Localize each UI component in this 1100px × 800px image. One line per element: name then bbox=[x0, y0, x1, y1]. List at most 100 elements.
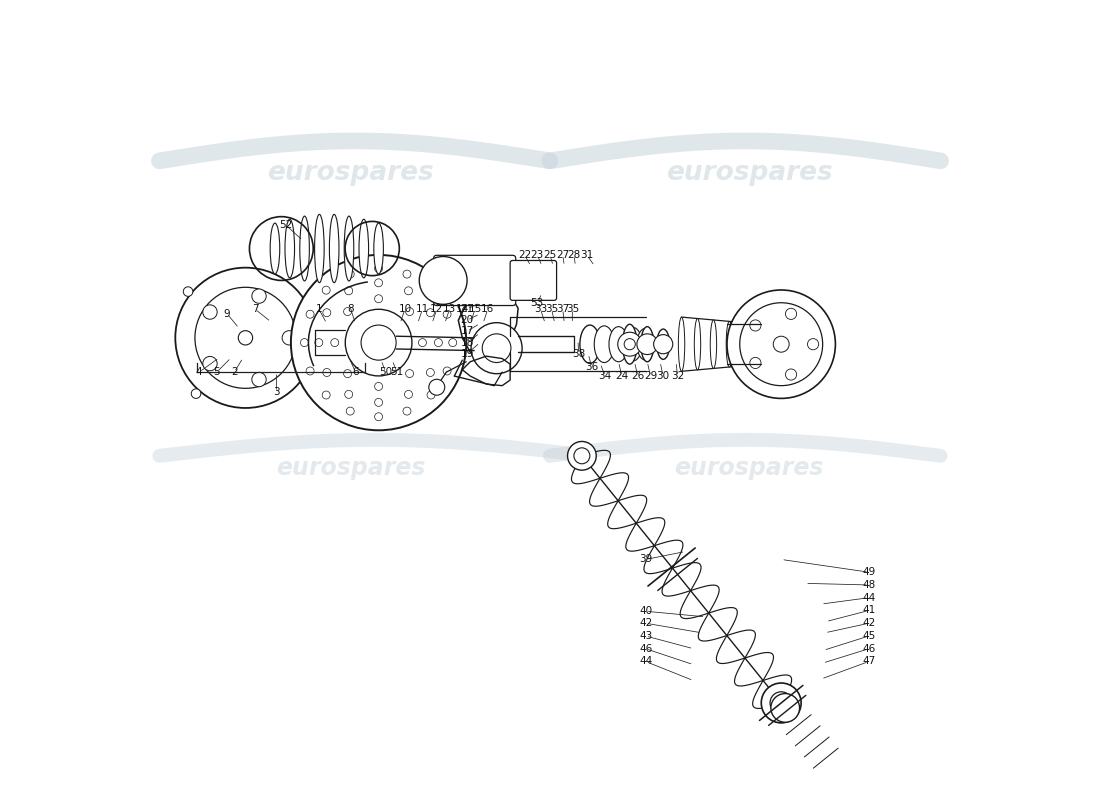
Text: 46: 46 bbox=[639, 644, 652, 654]
Circle shape bbox=[427, 369, 434, 377]
Text: 34: 34 bbox=[598, 371, 612, 381]
Text: 41: 41 bbox=[862, 606, 876, 615]
Text: 22: 22 bbox=[518, 250, 531, 260]
Circle shape bbox=[419, 257, 468, 304]
Circle shape bbox=[290, 255, 466, 430]
Text: 29: 29 bbox=[644, 371, 657, 381]
Circle shape bbox=[343, 308, 352, 315]
Ellipse shape bbox=[300, 216, 309, 281]
Text: 32: 32 bbox=[671, 371, 684, 381]
Text: 39: 39 bbox=[639, 554, 652, 565]
Circle shape bbox=[427, 309, 434, 317]
Circle shape bbox=[346, 270, 354, 278]
Text: 1: 1 bbox=[316, 304, 322, 314]
FancyBboxPatch shape bbox=[433, 255, 516, 306]
Circle shape bbox=[773, 336, 789, 352]
Circle shape bbox=[427, 391, 434, 399]
Circle shape bbox=[315, 338, 322, 346]
Circle shape bbox=[618, 332, 641, 356]
Text: 52: 52 bbox=[278, 220, 292, 230]
Circle shape bbox=[346, 407, 354, 415]
Text: 40: 40 bbox=[639, 606, 652, 616]
Text: 18: 18 bbox=[461, 338, 474, 347]
Ellipse shape bbox=[694, 318, 701, 370]
Circle shape bbox=[175, 268, 316, 408]
Circle shape bbox=[807, 338, 818, 350]
Ellipse shape bbox=[344, 216, 354, 281]
Text: 14: 14 bbox=[455, 304, 469, 314]
Circle shape bbox=[375, 382, 383, 390]
Circle shape bbox=[750, 358, 761, 369]
Ellipse shape bbox=[285, 219, 295, 278]
Circle shape bbox=[785, 308, 796, 319]
Circle shape bbox=[403, 407, 411, 415]
Circle shape bbox=[322, 286, 330, 294]
Ellipse shape bbox=[742, 323, 748, 366]
Text: 12: 12 bbox=[430, 304, 443, 314]
Circle shape bbox=[443, 310, 451, 318]
Text: 19: 19 bbox=[461, 349, 474, 358]
Ellipse shape bbox=[758, 324, 764, 364]
Circle shape bbox=[306, 367, 315, 375]
Text: 17: 17 bbox=[461, 326, 474, 337]
Text: 44: 44 bbox=[639, 657, 652, 666]
Text: 42: 42 bbox=[862, 618, 876, 628]
Text: eurospares: eurospares bbox=[276, 456, 426, 480]
Text: eurospares: eurospares bbox=[674, 456, 824, 480]
Circle shape bbox=[361, 325, 396, 360]
Ellipse shape bbox=[637, 328, 654, 360]
Text: 46: 46 bbox=[862, 644, 876, 654]
Ellipse shape bbox=[271, 223, 279, 274]
Circle shape bbox=[282, 330, 297, 345]
Text: 47: 47 bbox=[862, 657, 876, 666]
Circle shape bbox=[375, 398, 383, 406]
Circle shape bbox=[375, 294, 383, 302]
Text: 21: 21 bbox=[461, 304, 474, 314]
Circle shape bbox=[331, 338, 339, 346]
Circle shape bbox=[344, 390, 353, 398]
Ellipse shape bbox=[623, 324, 637, 364]
Text: 33: 33 bbox=[534, 304, 547, 314]
Circle shape bbox=[405, 287, 412, 295]
Circle shape bbox=[624, 338, 636, 350]
Text: 44: 44 bbox=[862, 593, 876, 602]
Circle shape bbox=[443, 367, 451, 375]
Circle shape bbox=[750, 320, 761, 331]
Circle shape bbox=[637, 334, 658, 354]
Text: 20: 20 bbox=[461, 315, 474, 326]
Text: 4: 4 bbox=[196, 367, 202, 377]
Circle shape bbox=[770, 692, 792, 714]
Ellipse shape bbox=[329, 214, 339, 282]
Text: 6: 6 bbox=[352, 367, 359, 377]
Circle shape bbox=[405, 390, 412, 398]
Text: 8: 8 bbox=[348, 304, 354, 314]
Ellipse shape bbox=[726, 322, 733, 367]
Circle shape bbox=[403, 270, 411, 278]
Text: 35: 35 bbox=[565, 304, 579, 314]
Circle shape bbox=[375, 265, 383, 273]
Circle shape bbox=[449, 338, 456, 346]
Text: 51: 51 bbox=[390, 367, 404, 377]
Circle shape bbox=[406, 370, 414, 378]
Circle shape bbox=[375, 279, 383, 286]
Circle shape bbox=[568, 442, 596, 470]
Ellipse shape bbox=[657, 329, 670, 359]
Ellipse shape bbox=[609, 326, 628, 362]
Text: 28: 28 bbox=[568, 250, 581, 260]
Ellipse shape bbox=[359, 219, 369, 278]
Text: 23: 23 bbox=[530, 250, 543, 260]
Text: 48: 48 bbox=[862, 580, 876, 590]
Ellipse shape bbox=[374, 223, 384, 274]
Text: 35: 35 bbox=[544, 304, 558, 314]
Circle shape bbox=[344, 287, 353, 295]
Circle shape bbox=[785, 369, 796, 380]
Text: 53: 53 bbox=[530, 298, 543, 308]
Circle shape bbox=[727, 290, 835, 398]
Circle shape bbox=[739, 302, 823, 386]
Circle shape bbox=[322, 309, 331, 317]
Ellipse shape bbox=[315, 214, 324, 282]
Text: 30: 30 bbox=[657, 371, 670, 381]
Ellipse shape bbox=[679, 317, 684, 371]
Circle shape bbox=[252, 289, 266, 303]
Text: 24: 24 bbox=[615, 371, 628, 381]
